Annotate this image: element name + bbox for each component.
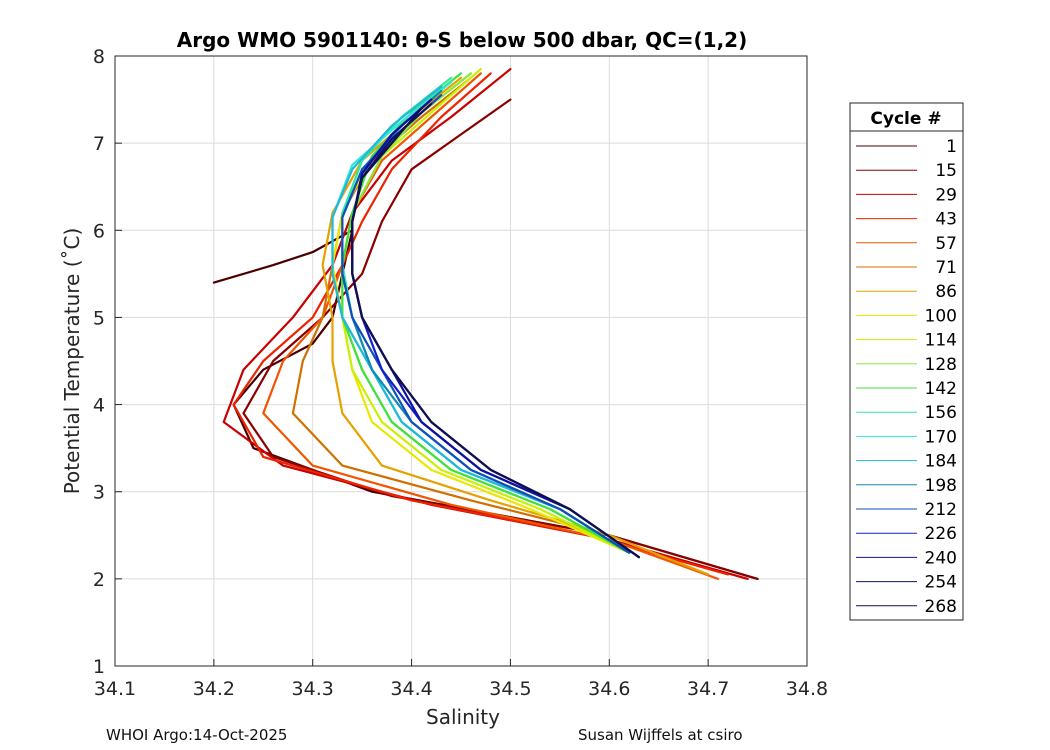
x-tick-label: 34.1 [94,678,136,700]
legend-label: 15 [935,161,957,181]
x-tick-label: 34.7 [687,678,729,700]
legend-label: 57 [935,234,957,254]
legend-label: 142 [925,379,957,399]
legend-label: 198 [925,476,957,496]
footer-source: WHOI Argo:14-Oct-2025 [106,726,288,744]
chart-title: Argo WMO 5901140: θ-S below 500 dbar, QC… [177,28,747,52]
legend-label: 100 [925,306,957,326]
plot-axes-box [114,55,808,667]
legend-label: 268 [925,597,957,617]
series-line-cycle-184 [331,85,631,554]
x-tick-label: 34.6 [588,678,630,700]
x-tick-label: 34.5 [489,678,531,700]
legend-items: 1 15 29 43 57 71 86 100 114 128 142 156 170 184 198 212… [856,137,957,617]
legend-label: 240 [925,548,957,568]
legend-label: 170 [925,427,957,447]
legend: Cycle # 11529435771861001141281421561701… [849,102,964,621]
series-line-cycle-29 [222,67,749,581]
y-tick-label: 6 [93,220,105,242]
y-tick-label: 5 [93,307,105,329]
x-tick-label: 34.4 [390,678,432,700]
legend-label: 226 [925,524,957,544]
y-tick-label: 8 [93,46,105,68]
x-axis-label: Salinity [426,705,500,729]
legend-label: 114 [925,331,957,351]
series-lines [212,67,759,581]
legend-label: 184 [925,452,957,472]
legend-title: Cycle # [870,109,941,129]
series-line-cycle-268 [351,107,641,559]
legend-label: 254 [925,573,957,593]
legend-label: 212 [925,500,957,520]
y-tick-label: 1 [93,656,105,678]
series-line-cycle-1 [212,229,759,581]
series-line-cycle-43 [232,72,730,576]
axis-ticks: 34.1 34.2 34.3 34.4 34.5 34.6 34.7 34.8 1 2 3 4 5 6 7 8 [93,46,828,700]
y-tick-label: 2 [93,569,105,591]
legend-label: 86 [935,282,957,302]
legend-label: 29 [935,185,957,205]
legend-box [849,102,964,621]
legend-label: 1 [946,137,957,157]
y-tick-label: 3 [93,482,105,504]
legend-label: 156 [925,403,957,423]
y-tick-label: 7 [93,133,105,155]
x-tick-label: 34.3 [292,678,334,700]
legend-label: 128 [925,355,957,375]
x-tick-label: 34.2 [193,678,235,700]
y-tick-label: 4 [93,395,105,417]
footer-credit: Susan Wijffels at csiro [578,726,743,744]
y-axis-label: Potential Temperature (˚C) [60,228,84,495]
legend-label: 71 [935,258,957,278]
x-tick-label: 34.8 [786,678,828,700]
series-line-cycle-57 [262,72,720,581]
legend-label: 43 [935,210,957,230]
series-line-cycle-86 [321,76,710,576]
